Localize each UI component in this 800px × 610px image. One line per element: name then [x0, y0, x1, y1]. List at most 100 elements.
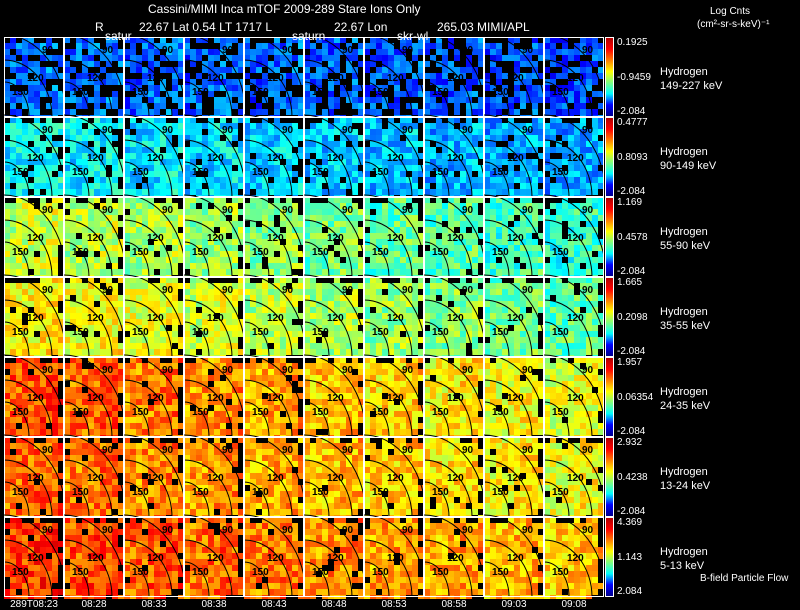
heatmap-cell [214, 61, 220, 67]
heatmap-cell [502, 61, 508, 67]
heatmap-cell [16, 307, 22, 313]
heatmap-cell [4, 233, 10, 239]
heatmap-cell [172, 61, 178, 67]
heatmap-cell [310, 203, 316, 209]
heatmap-cell [178, 269, 184, 275]
heatmap-cell [28, 337, 34, 343]
heatmap-cell [4, 43, 10, 49]
heatmap-cell [148, 141, 154, 147]
heatmap-cell [196, 215, 202, 221]
heatmap-cell [166, 251, 172, 257]
heatmap-cell [10, 183, 16, 189]
heatmap-cell [148, 203, 154, 209]
heatmap-cell [34, 49, 40, 55]
heatmap-cell [130, 349, 136, 355]
heatmap-cell [370, 233, 376, 239]
heatmap-cell [214, 55, 220, 61]
heatmap-cell [166, 37, 172, 43]
heatmap-cell [190, 307, 196, 313]
heatmap-cell [454, 85, 460, 91]
heatmap-cell [220, 257, 226, 263]
heatmap-cell [118, 227, 124, 233]
heatmap-cell [496, 209, 502, 215]
heatmap-cell [460, 97, 466, 103]
heatmap-cell [76, 117, 82, 123]
heatmap-cell [196, 67, 202, 73]
heatmap-cell [448, 171, 454, 177]
heatmap-cell [388, 97, 394, 103]
heatmap-cell [88, 159, 94, 165]
heatmap-cell [70, 189, 76, 195]
heatmap-cell [568, 165, 574, 171]
heatmap-cell [250, 227, 256, 233]
heatmap-cell [328, 135, 334, 141]
heatmap-cell [28, 55, 34, 61]
heatmap-cell [340, 61, 346, 67]
heatmap-cell [58, 135, 64, 141]
heatmap-cell [328, 55, 334, 61]
heatmap-cell [16, 245, 22, 251]
heatmap-cell [562, 61, 568, 67]
heatmap-cell [214, 129, 220, 135]
heatmap-cell [550, 147, 556, 153]
contour-label: 120 [447, 153, 464, 164]
contour-label: 90 [402, 45, 414, 56]
heatmap-cell [22, 251, 28, 257]
heatmap-cell [4, 55, 10, 61]
heatmap-cell [220, 203, 226, 209]
heatmap-cell [280, 141, 286, 147]
heatmap-cell [178, 209, 184, 215]
heatmap-cell [160, 227, 166, 233]
heatmap-cell [58, 91, 64, 97]
heatmap-cell [352, 183, 358, 189]
heatmap-cell [376, 153, 382, 159]
heatmap-cell [208, 263, 214, 269]
heatmap-cell [52, 97, 58, 103]
heatmap-cell [4, 245, 10, 251]
heatmap-cell [502, 203, 508, 209]
heatmap-cell [130, 233, 136, 239]
heatmap-cell [466, 189, 472, 195]
heatmap-cell [76, 177, 82, 183]
heatmap-cell [40, 85, 46, 91]
heatmap-cell [514, 183, 520, 189]
heatmap-cell [232, 183, 238, 189]
heatmap-cell [310, 233, 316, 239]
heatmap-cell [154, 331, 160, 337]
heatmap-cell [256, 159, 262, 165]
heatmap-cell [238, 239, 244, 245]
heatmap-cell [496, 85, 502, 91]
heatmap-cell [130, 289, 136, 295]
heatmap-cell [568, 177, 574, 183]
heatmap-cell [460, 129, 466, 135]
heatmap-cell [550, 153, 556, 159]
heatmap-cell [304, 67, 310, 73]
heatmap-cell [586, 85, 592, 91]
heatmap-cell [526, 135, 532, 141]
heatmap-cell [196, 239, 202, 245]
heatmap-cell [46, 263, 52, 269]
heatmap-cell [82, 85, 88, 91]
heatmap-cell [148, 197, 154, 203]
heatmap-cell [142, 263, 148, 269]
heatmap-cell [52, 123, 58, 129]
heatmap-cell [580, 171, 586, 177]
heatmap-cell [244, 189, 250, 195]
heatmap-cell [250, 197, 256, 203]
heatmap-cell [442, 147, 448, 153]
heatmap-cell [520, 91, 526, 97]
heatmap-cell [526, 43, 532, 49]
heatmap-cell [592, 245, 598, 251]
heatmap-cell [400, 103, 406, 109]
heatmap-cell [448, 123, 454, 129]
heatmap-cell [454, 165, 460, 171]
heatmap-cell [556, 123, 562, 129]
heatmap-cell [454, 221, 460, 227]
heatmap-cell [112, 55, 118, 61]
heatmap-cell [316, 67, 322, 73]
heatmap-cell [82, 171, 88, 177]
heatmap-cell [466, 55, 472, 61]
heatmap-cell [532, 135, 538, 141]
heatmap-cell [310, 85, 316, 91]
